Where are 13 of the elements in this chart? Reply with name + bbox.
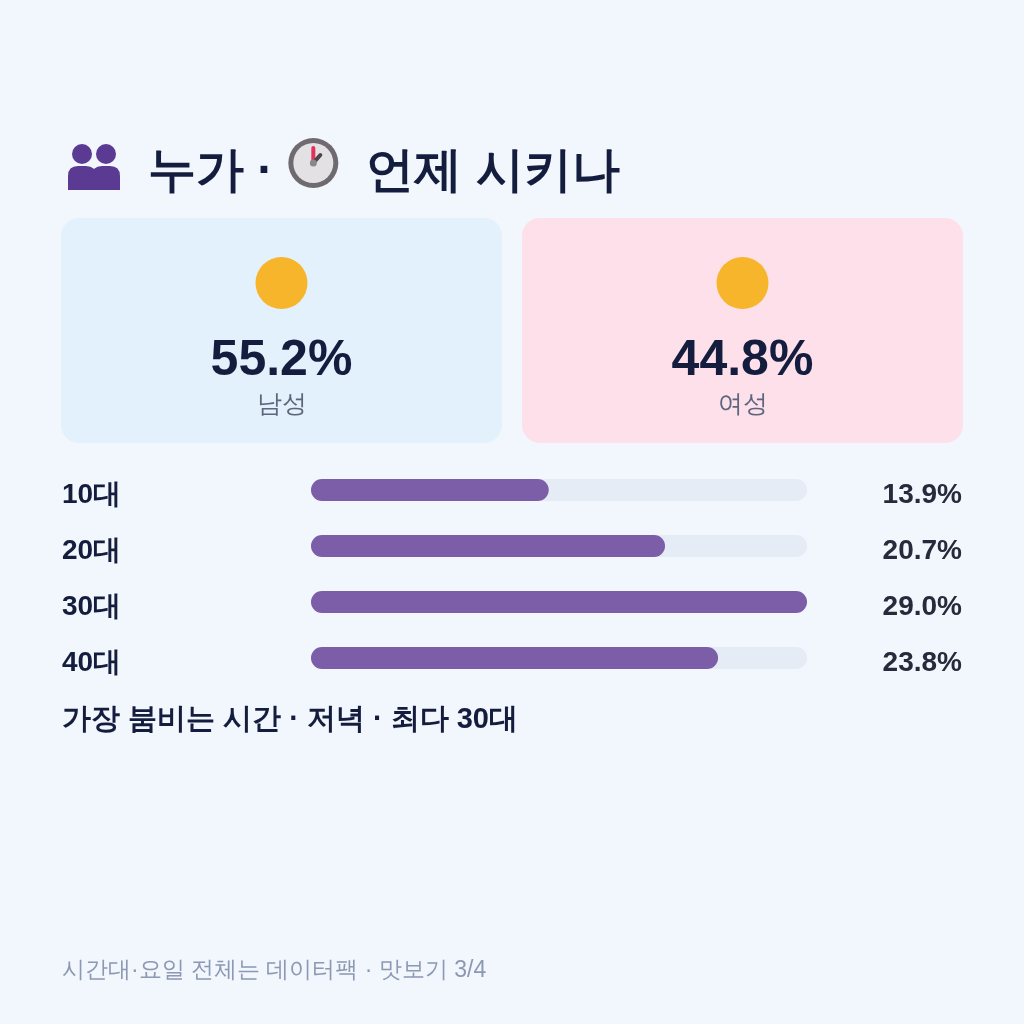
y-tick-label: 30대 xyxy=(62,590,122,621)
data-label: 13.9% xyxy=(882,478,963,509)
y-tick-label: 40대 xyxy=(62,646,122,677)
data-label: 29.0% xyxy=(882,590,963,621)
data-label: 20.7% xyxy=(882,534,963,565)
data-label: 23.8% xyxy=(882,646,963,677)
text: 시간대·요일 전체는 데이터팩 · 맛보기 3/4 xyxy=(62,956,487,982)
y-tick-label: 10대 xyxy=(62,478,122,509)
category-label: 남성 xyxy=(256,389,307,417)
chart-title: 누가 · 언제 시키나 xyxy=(148,143,620,196)
category-label: 여성 xyxy=(717,389,768,417)
y-tick-label: 20대 xyxy=(62,534,122,565)
text: 가장 붐비는 시간 · 저녁 · 최다 30대 xyxy=(62,702,518,734)
